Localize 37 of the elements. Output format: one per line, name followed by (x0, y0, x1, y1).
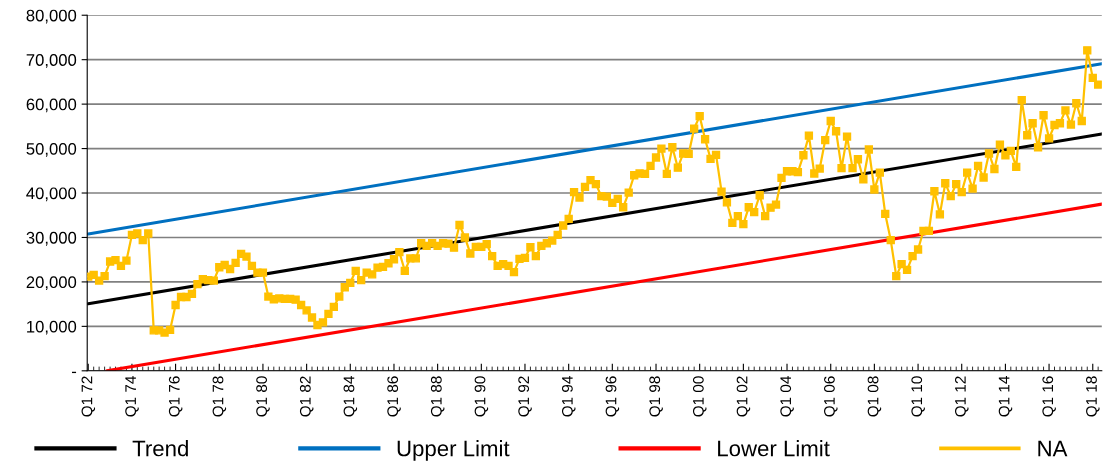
x-tick-label: Q1 06 (824, 376, 838, 417)
x-tick-label: Q1 98 (649, 376, 663, 417)
y-tick-label: 50,000 (26, 142, 77, 157)
legend-label: Lower Limit (718, 440, 830, 457)
x-tick-label: Q1 88 (430, 376, 445, 417)
x-tick-label: Q1 80 (256, 376, 270, 417)
y-tick-label: 80,000 (26, 9, 77, 24)
x-tick-label: Q1 86 (387, 376, 401, 417)
legend-label: Trend (132, 440, 188, 457)
x-tick-label: Q1 82 (299, 376, 314, 417)
y-tick-label: 40,000 (26, 187, 77, 202)
x-tick-label: Q1 96 (605, 376, 620, 417)
x-tick-label: Q1 92 (518, 376, 532, 417)
x-tick-label: Q1 94 (561, 376, 576, 417)
y-tick-label: 20,000 (26, 276, 77, 291)
x-tick-label: Q1 04 (780, 376, 794, 417)
legend-label: Upper Limit (397, 440, 510, 461)
x-tick-label: Q1 76 (168, 376, 183, 417)
x-tick-label: Q1 16 (1042, 376, 1056, 417)
x-tick-label: Q1 12 (954, 376, 969, 417)
x-tick-label: Q1 72 (81, 376, 96, 417)
y-tick-label: 60,000 (26, 98, 77, 113)
x-tick-label: Q1 74 (125, 376, 139, 417)
legend-label: NA (1038, 440, 1068, 457)
x-tick-label: Q1 10 (911, 376, 925, 417)
x-tick-label: Q1 78 (212, 376, 227, 417)
x-tick-label: Q1 90 (474, 376, 489, 417)
x-tick-label: Q1 00 (692, 376, 707, 417)
y-tick-label: 70,000 (26, 54, 77, 68)
y-tick-label: 30,000 (26, 231, 77, 246)
x-tick-label: Q1 02 (736, 376, 751, 417)
x-tick-label: Q1 14 (998, 376, 1013, 417)
x-tick-label: Q1 18 (1086, 376, 1100, 417)
x-tick-label: Q1 08 (867, 376, 882, 417)
y-tick-label: 10,000 (27, 320, 77, 335)
x-tick-label: Q1 84 (343, 376, 358, 417)
y-tick-label: - (71, 371, 77, 374)
